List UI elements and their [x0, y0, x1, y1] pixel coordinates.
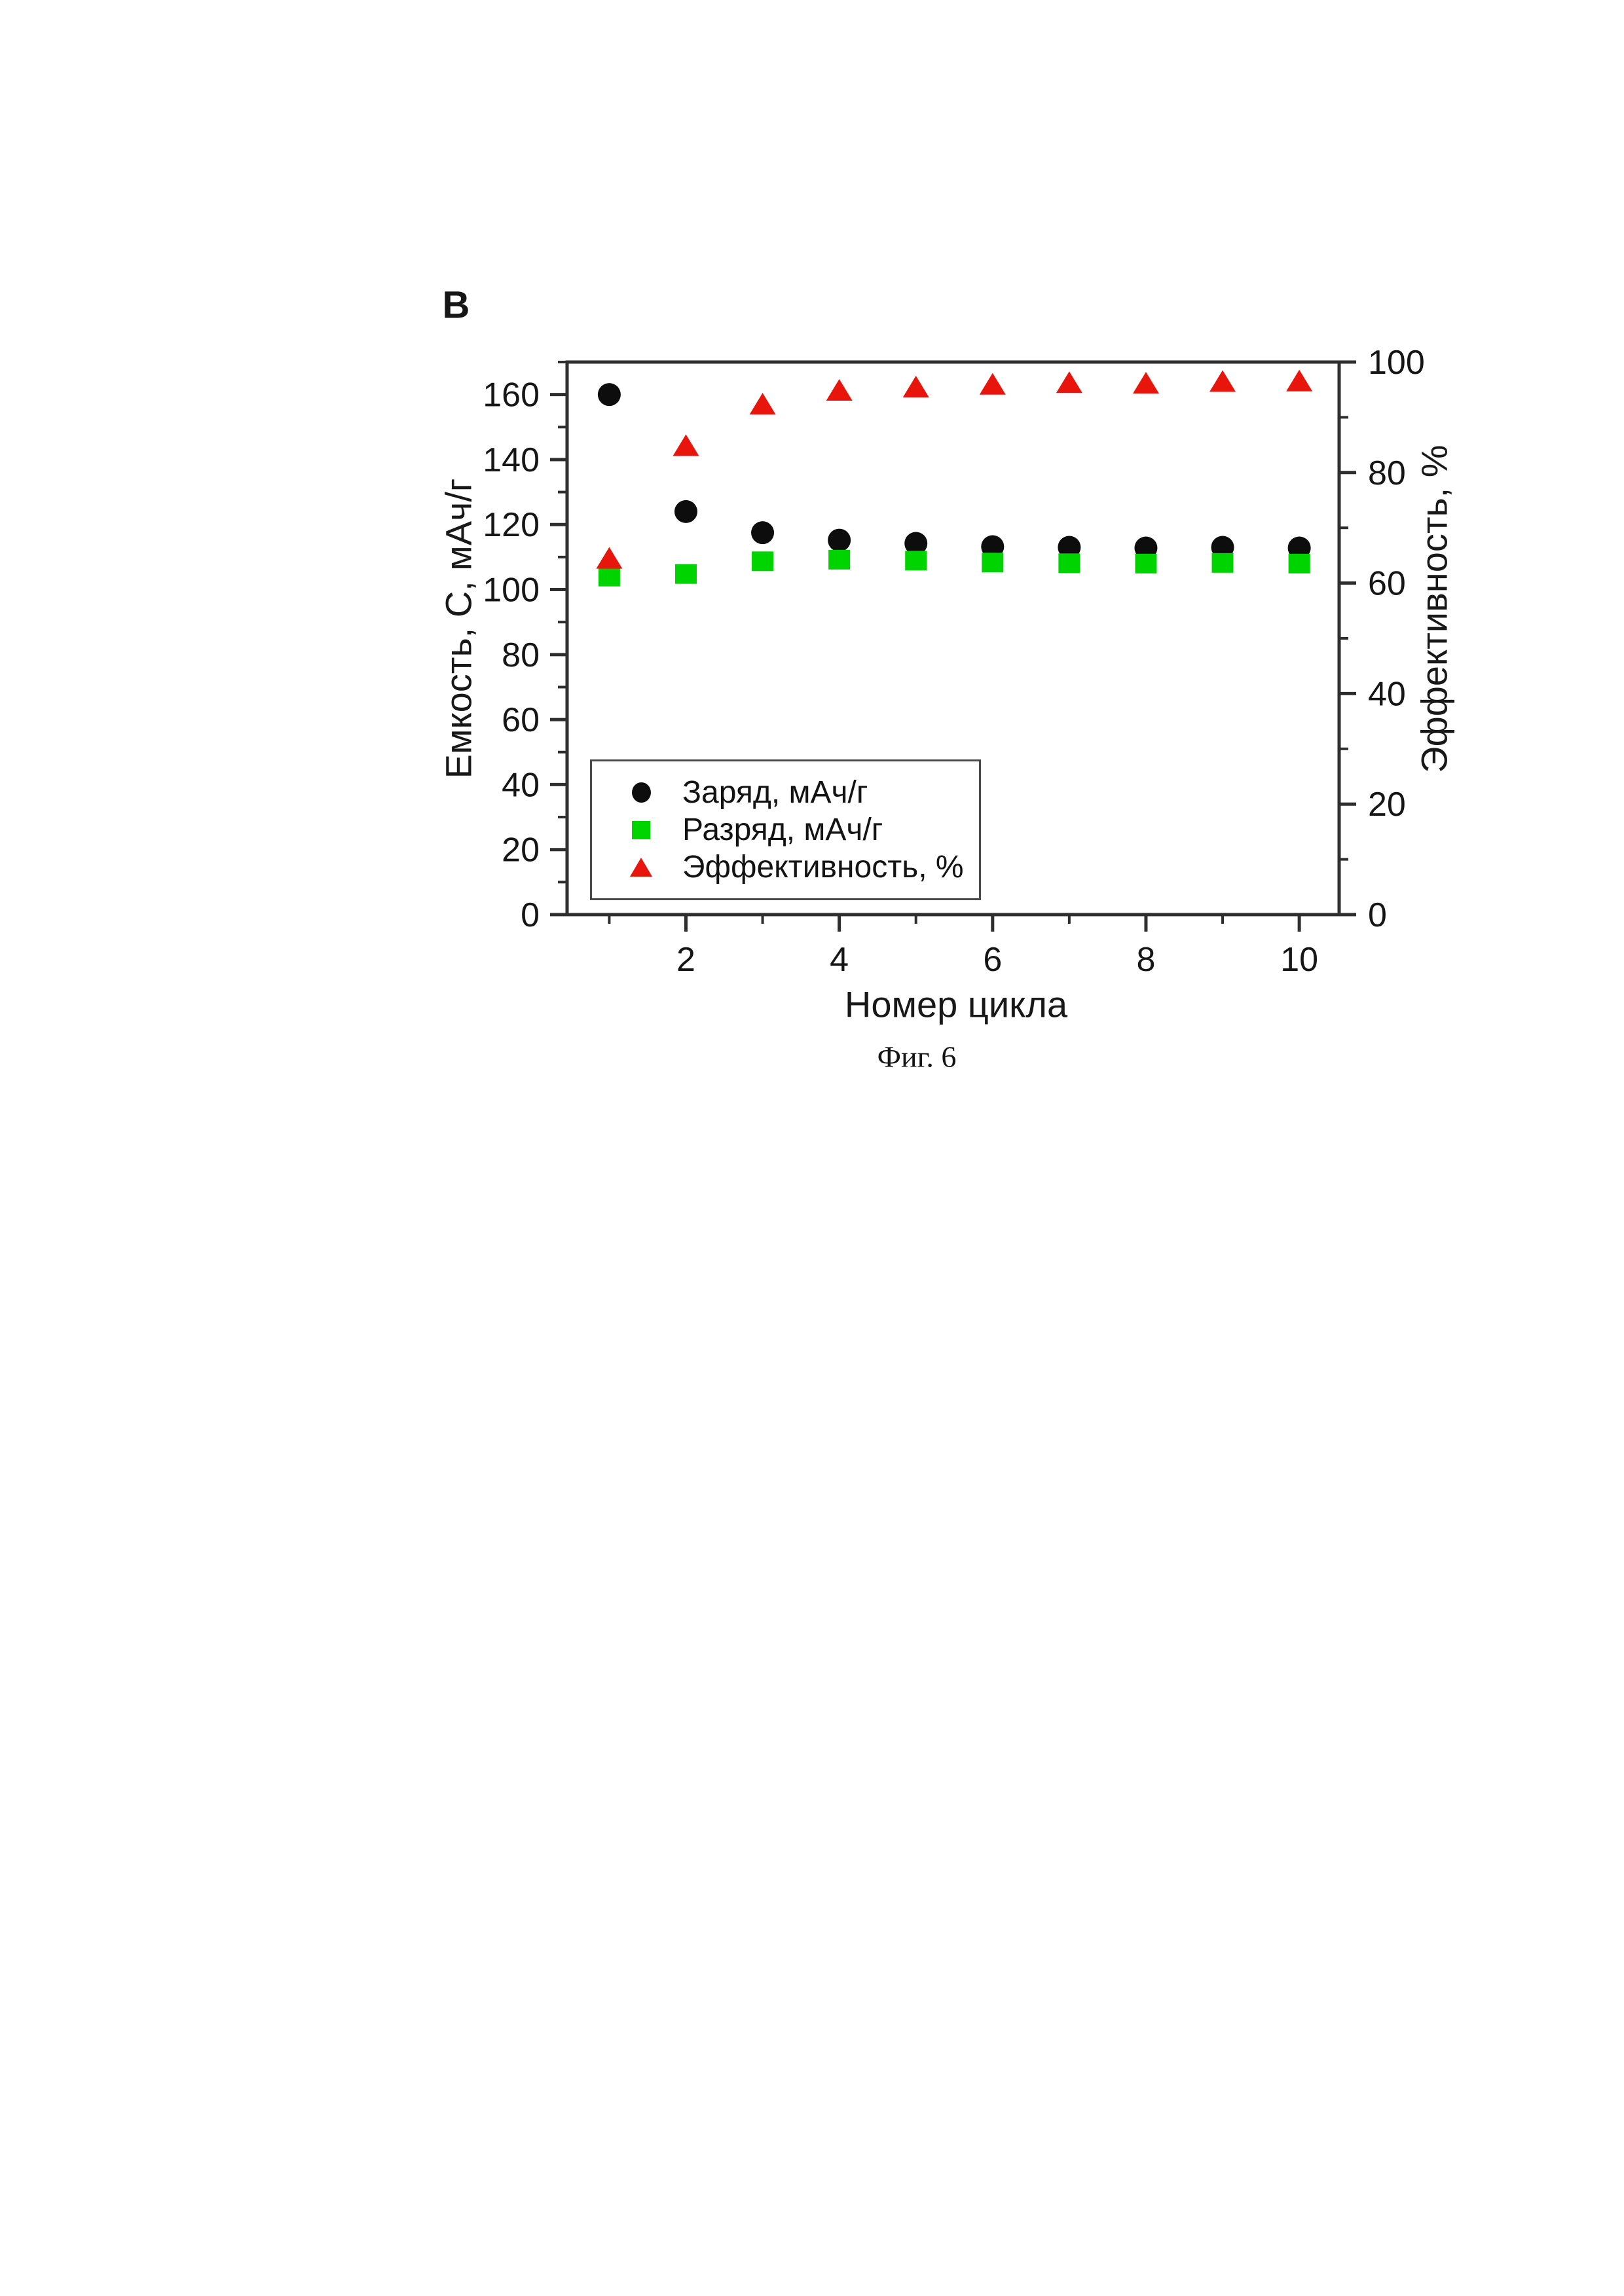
legend-label-discharge: Разряд, мАч/г	[682, 812, 883, 847]
y-left-tick-label: 20	[502, 831, 540, 869]
discharge-data-point	[1135, 553, 1157, 574]
y-left-tick-label: 120	[483, 506, 540, 544]
y-right-tick-label: 100	[1368, 344, 1425, 382]
charge-data-point	[1211, 536, 1234, 559]
efficiency-data-point	[902, 375, 929, 397]
x-tick-label: 6	[983, 941, 1002, 979]
x-tick-label: 4	[830, 941, 849, 979]
y-axis-left-title: Емкость, С, мАч/г	[437, 478, 479, 779]
legend-label-charge: Заряд, мАч/г	[682, 775, 868, 810]
charge-data-point	[1287, 536, 1311, 560]
efficiency-data-point	[673, 434, 699, 456]
x-tick-label: 2	[676, 941, 695, 979]
figure-caption: Фиг. 6	[877, 1040, 957, 1074]
y-right-tick-label: 40	[1368, 675, 1406, 713]
triangle-marker-icon	[626, 858, 656, 877]
y-left-tick-label: 80	[502, 636, 540, 674]
square-marker-icon	[626, 820, 656, 839]
y-axis-right-title: Эффективность, %	[1413, 445, 1455, 773]
charge-data-point	[1058, 536, 1081, 559]
efficiency-data-point	[1209, 370, 1236, 392]
y-right-tick-label: 0	[1368, 896, 1387, 934]
charge-data-point	[674, 500, 697, 523]
discharge-data-point	[1058, 553, 1080, 574]
charge-data-point	[751, 521, 775, 545]
legend-item-charge: Заряд, мАч/г	[626, 775, 979, 810]
circle-marker-icon	[626, 782, 656, 803]
legend: Заряд, мАч/г Разряд, мАч/г Эффективность…	[590, 759, 981, 900]
efficiency-data-point	[1286, 369, 1313, 392]
charge-data-point	[981, 535, 1005, 558]
charge-data-point	[828, 528, 851, 552]
x-tick-label: 10	[1280, 941, 1318, 979]
discharge-data-point	[905, 551, 927, 571]
legend-item-efficiency: Эффективность, %	[626, 850, 979, 884]
charge-data-point	[597, 383, 621, 407]
discharge-data-point	[982, 553, 1004, 573]
y-right-tick-label: 60	[1368, 565, 1406, 603]
y-right-tick-label: 20	[1368, 786, 1406, 824]
efficiency-data-point	[979, 373, 1006, 395]
efficiency-data-point	[596, 547, 623, 569]
y-left-tick-label: 140	[483, 441, 540, 479]
legend-item-discharge: Разряд, мАч/г	[626, 812, 979, 847]
legend-label-efficiency: Эффективность, %	[682, 850, 964, 884]
discharge-data-point	[598, 566, 620, 587]
efficiency-data-point	[1132, 372, 1159, 394]
y-right-tick-label: 80	[1368, 454, 1406, 492]
discharge-data-point	[1211, 553, 1234, 573]
discharge-data-point	[1288, 553, 1310, 574]
charge-data-point	[904, 532, 928, 555]
charge-data-point	[1134, 536, 1158, 560]
y-left-tick-label: 40	[502, 766, 540, 804]
efficiency-data-point	[749, 393, 776, 415]
efficiency-data-point	[1056, 371, 1082, 393]
x-tick-label: 8	[1136, 941, 1155, 979]
discharge-data-point	[752, 551, 774, 572]
y-left-tick-label: 160	[483, 376, 540, 414]
discharge-data-point	[674, 564, 697, 584]
y-left-tick-label: 100	[483, 572, 540, 610]
panel-label: В	[442, 283, 471, 327]
efficiency-data-point	[826, 379, 853, 401]
y-left-tick-label: 60	[502, 701, 540, 739]
y-left-tick-label: 0	[521, 896, 540, 934]
x-axis-title: Номер цикла	[844, 983, 1068, 1025]
discharge-data-point	[828, 549, 851, 570]
